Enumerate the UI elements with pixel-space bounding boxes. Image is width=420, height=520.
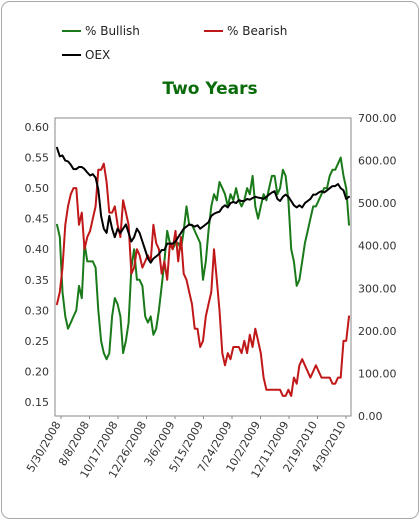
right-tick-label: 500.00 (358, 197, 397, 210)
legend-label-bullish: % Bullish (85, 24, 140, 38)
right-tick-label: 300.00 (358, 282, 397, 295)
right-tick-label: 100.00 (358, 367, 397, 380)
right-tick-label: 400.00 (358, 240, 397, 253)
left-tick-label: 0.35 (25, 274, 50, 287)
legend-label-bearish: % Bearish (227, 24, 287, 38)
right-axis: 700.00 600.00 500.00 400.00 300.00 200.00 100.… (358, 112, 397, 423)
left-tick-label: 0.60 (25, 121, 50, 134)
legend-item-bearish: % Bearish (204, 24, 287, 38)
x-axis: 5/30/20088/8/200810/17/200812/26/20083/6… (24, 416, 349, 480)
left-tick-label: 0.25 (25, 335, 50, 348)
series-line-oex (56, 146, 350, 264)
right-tick-label: 700.00 (358, 112, 397, 125)
left-tick-label: 0.45 (25, 213, 50, 226)
left-tick-label: 0.15 (25, 396, 50, 409)
left-tick-label: 0.20 (25, 365, 50, 378)
series-line-bullish (56, 156, 350, 361)
legend-label-oex: OEX (85, 48, 110, 62)
legend-item-bullish: % Bullish (62, 24, 140, 38)
right-tick-label: 200.00 (358, 325, 397, 338)
left-tick-label: 0.40 (25, 243, 50, 256)
left-tick-label: 0.30 (25, 304, 50, 317)
left-axis: 0.60 0.55 0.50 0.45 0.40 0.35 0.30 0.25 0.20 0.15 (25, 121, 50, 409)
left-tick-label: 0.50 (25, 182, 50, 195)
legend-item-oex: OEX (62, 48, 110, 62)
right-tick-label: 0.00 (358, 410, 383, 423)
right-tick-label: 600.00 (358, 155, 397, 168)
legend: % Bullish % Bearish OEX (62, 24, 287, 62)
left-tick-label: 0.55 (25, 152, 50, 165)
chart-title: Two Years (162, 79, 257, 99)
x-tick-label: 5/30/2008 (24, 419, 63, 474)
series-line-bearish (56, 162, 350, 397)
series-lines (56, 146, 350, 397)
